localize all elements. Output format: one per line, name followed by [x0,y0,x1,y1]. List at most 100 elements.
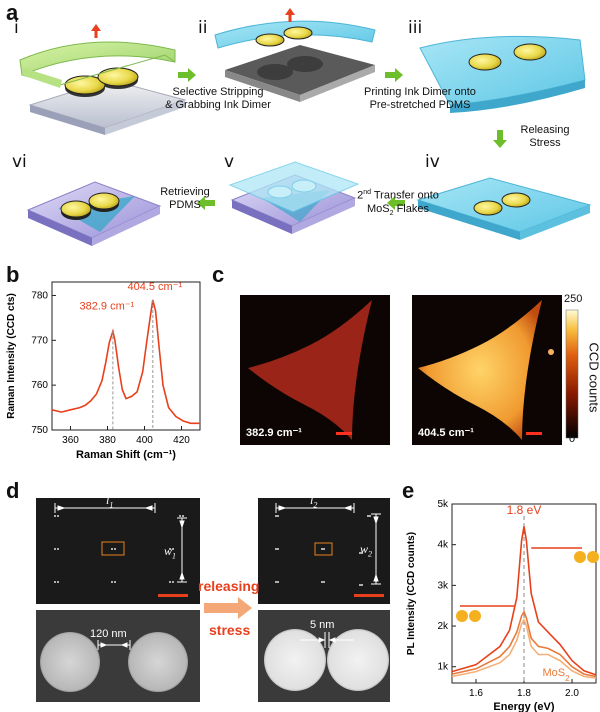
releasing-stress-arrow [204,597,252,619]
w2-label: w2 [360,542,372,558]
x-tick-label: 2.0 [565,688,579,699]
map-1-label: 382.9 cm⁻¹ [246,427,302,439]
step-ii-illustration [214,8,376,102]
disk-1b [128,632,188,692]
w1-label: w1 [164,544,176,560]
y-tick-label: 780 [31,290,48,301]
step-ii-label: ii [198,18,208,38]
step-iv-label: iv [425,152,440,172]
peak-label: 404.5 cm⁻¹ [127,281,182,293]
w1-sub: 1 [172,551,177,561]
y-axis-label: PL Intensity (CCD counts) [406,532,417,655]
raman-map-1-flake [248,300,372,440]
mos2-label: MoS2 [542,667,570,683]
step-i-illustration [19,24,187,135]
panel-b-raman-chart: 360 380 400 420 750 760 770 780 382.9 cm⁻¹ 404.5 … [6,281,201,461]
x-tick-label: 380 [99,435,116,446]
l2-sub: 2 [313,500,318,510]
panel-b-label: b [6,262,20,287]
step-vi-label: vi [12,152,27,172]
y-tick-label: 750 [31,425,48,436]
panel-e-label: e [402,478,415,503]
dimer-icon [574,551,586,563]
caption-selective-stripping: Selective Stripping & Grabbing Ink Dimer [165,86,271,111]
colorbar-max: 250 [564,293,583,305]
gap-120-indicator [97,640,131,650]
x-tick-label: 1.8 [517,688,531,699]
caption-releasing-stress: Releasing Stress [520,124,570,149]
x-axis-label: Energy (eV) [493,701,554,712]
step-iii-label: iii [408,18,423,38]
transfer-sup: nd [363,189,372,196]
y-axis-label: Raman Intensity (CCD cts) [6,293,17,419]
dimension-l1 [54,503,156,513]
dimension-w2 [371,513,381,585]
x-tick-label: 1.6 [469,688,483,699]
map-2-label: 404.5 cm⁻¹ [418,427,474,439]
step-iv-illustration [416,177,592,240]
x-tick-label: 420 [173,435,190,446]
raman-map-2-spot [548,349,554,355]
caption-printing: Printing Ink Dimer onto Pre-stretched PD… [364,86,476,111]
l1-sub: 1 [109,500,114,510]
gap-5-indicator [300,632,354,648]
panel-e-pl-chart: 1.6 1.8 2.0 1k 2k 3k 4k 5k 1.8 eV MoS2 Energy (eV)… [406,499,599,712]
colorbar [565,309,579,439]
y-tick-label: 760 [31,380,48,391]
step-v-illustration [228,161,360,234]
dimer-icon [456,610,468,622]
caption-transfer: 2nd Transfer onto MoS2 Flakes [338,186,458,220]
w2-sub: 2 [368,549,373,559]
panel-a-schematics [19,8,592,246]
pl-series-line [451,618,597,679]
panel-a-label: a [6,0,19,25]
transfer-mos: MoS [367,202,390,215]
transfer-sub: 2 [389,209,394,217]
plot-frame [51,281,201,431]
pl-series-line [451,609,597,678]
panel-c-label: c [212,262,225,287]
raman-map-2-flake [418,300,542,440]
step-iii-illustration [419,35,586,113]
scale-bar-1 [336,432,352,435]
disk-2a [264,629,326,691]
x-tick-label: 360 [62,435,79,446]
w1-text: w [164,544,173,558]
scale-bar-2 [526,432,542,435]
colorbar-min: 0 [569,433,576,445]
disk-1a [40,632,100,692]
caption-retrieving: Retrieving PDMS [160,186,210,211]
step-vi-illustration [26,181,162,246]
l1-text: l [106,493,110,507]
x-axis-label: Raman Shift (cm⁻¹) [76,449,176,461]
y-tick-label: 2k [437,621,449,632]
sem-overview-1 [36,498,200,604]
dimer-dots-2 [275,515,371,586]
y-tick-label: 3k [437,580,449,591]
x-tick-label: 400 [136,435,153,446]
dimer-icon [469,610,481,622]
process-arrows [178,68,507,210]
l2-label: l2 [310,493,317,509]
panel-d-label: d [6,478,20,503]
gap-5-label: 5 nm [310,619,335,631]
disk-2b [327,629,389,691]
scale-bar-d1 [158,594,188,597]
transfer-num: 2 [357,189,364,202]
y-tick-label: 1k [437,662,449,673]
step-v-label: v [224,152,235,172]
w2-text: w [360,542,369,556]
dimension-w1 [177,517,187,583]
dimer-dots-1 [54,515,184,583]
y-tick-label: 5k [437,499,449,510]
stress-label: stress [209,622,251,638]
pl-series-line [451,526,597,676]
dimer-icon [587,551,599,563]
transfer-rest: Transfer onto [371,189,439,202]
highlight-box-1 [101,541,125,556]
raman-series-line [51,299,200,425]
y-tick-label: 4k [437,540,449,551]
step-i-label: i [14,18,19,38]
scale-bar-d2 [354,594,384,597]
